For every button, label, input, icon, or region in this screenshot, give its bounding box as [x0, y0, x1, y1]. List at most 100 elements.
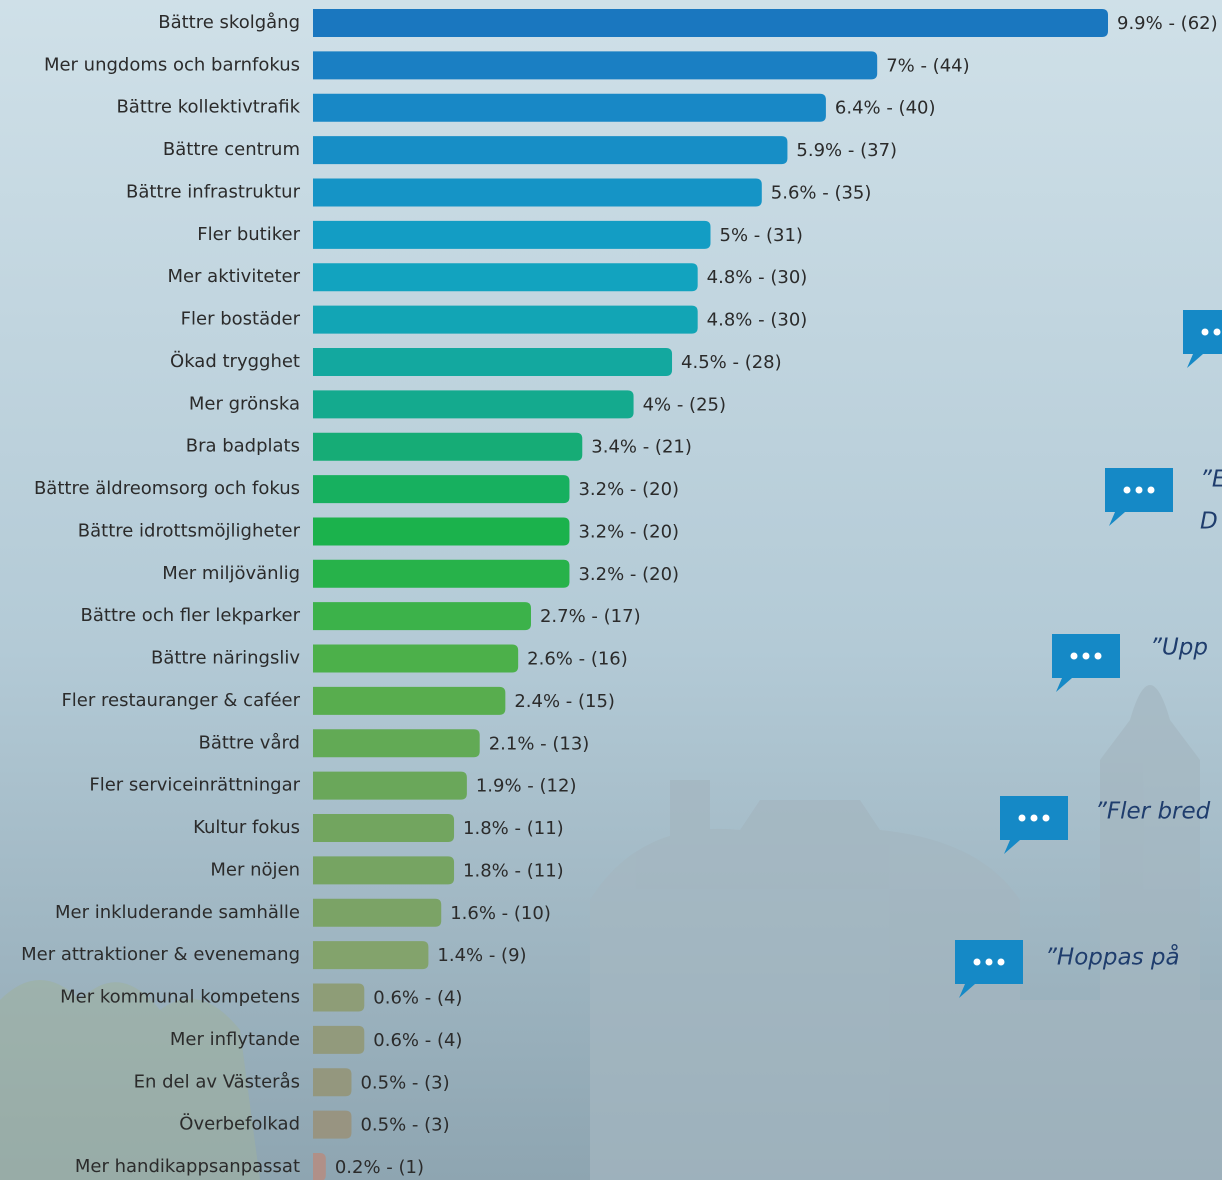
value-label: 3.4% - (21) — [591, 437, 692, 458]
quote-text: ”E — [1200, 467, 1222, 493]
value-label: 5.6% - (35) — [771, 182, 872, 203]
bar — [313, 941, 429, 970]
bar — [313, 559, 570, 588]
category-label: Mer grönska — [189, 393, 300, 414]
bar — [313, 644, 519, 673]
value-label: 1.4% - (9) — [437, 945, 526, 966]
bubble-dot — [985, 958, 993, 966]
quote-text: ”Upp — [1150, 635, 1208, 661]
category-label: Fler bostäder — [181, 309, 301, 330]
bar — [313, 1110, 352, 1139]
bubble-dot — [1070, 652, 1078, 660]
category-label: Bättre vård — [199, 732, 301, 753]
quote-icons — [955, 310, 1222, 998]
bubble — [1183, 310, 1222, 368]
bubble-dot — [1147, 486, 1155, 494]
value-label: 1.8% - (11) — [463, 818, 564, 839]
value-label: 6.4% - (40) — [835, 98, 936, 119]
bubble-dot — [1042, 814, 1050, 822]
bar — [313, 686, 506, 715]
bar — [313, 856, 455, 885]
value-label: 1.8% - (11) — [463, 860, 564, 881]
quote-icon — [1105, 468, 1173, 526]
bar — [313, 136, 788, 165]
bubble-dot — [997, 958, 1005, 966]
quote-icon — [1052, 634, 1120, 692]
quote-icon — [955, 940, 1023, 998]
plot: Bättre skolgång 9.9% - (62) Mer ungdoms oc… — [21, 9, 1222, 1180]
value-label: 3.2% - (20) — [578, 521, 679, 542]
value-label: 1.9% - (12) — [476, 776, 577, 797]
bar — [313, 1025, 365, 1054]
bubble-dot — [1135, 486, 1143, 494]
value-label: 0.6% - (4) — [373, 1030, 462, 1051]
quote-icon — [1183, 310, 1222, 368]
value-label: 0.5% - (3) — [360, 1115, 449, 1136]
value-label: 4.5% - (28) — [681, 352, 782, 373]
bar — [313, 220, 711, 249]
quote-text: ”Fler bred — [1095, 799, 1211, 825]
category-label: Mer handikappsanpassat — [75, 1156, 300, 1177]
bar — [313, 347, 673, 376]
category-label: Mer inflytande — [170, 1029, 300, 1050]
category-label: Mer miljövänlig — [162, 563, 300, 584]
category-label: Mer kommunal kompetens — [60, 987, 300, 1008]
bubble — [1105, 468, 1173, 526]
category-label: Bättre skolgång — [158, 12, 300, 33]
bar — [313, 898, 442, 927]
bubble-dot — [1018, 814, 1026, 822]
category-label: Bättre infrastruktur — [126, 181, 301, 202]
category-label: En del av Västerås — [134, 1071, 300, 1092]
bar — [313, 263, 698, 292]
bar — [313, 602, 531, 631]
value-label: 2.4% - (15) — [514, 691, 615, 712]
value-label: 3.2% - (20) — [578, 564, 679, 585]
bar — [313, 771, 467, 800]
category-label: Bättre kollektivtrafik — [116, 97, 300, 118]
bubble-dot — [1123, 486, 1131, 494]
bubble-dot — [1030, 814, 1038, 822]
bubble-dot — [973, 958, 981, 966]
bubble-dot — [1082, 652, 1090, 660]
category-label: Ökad trygghet — [170, 350, 300, 372]
bubble-dot — [1094, 652, 1102, 660]
value-label: 9.9% - (62) — [1117, 13, 1218, 34]
bubble — [1052, 634, 1120, 692]
category-label: Fler restauranger & caféer — [61, 690, 300, 711]
category-label: Bättre idrottsmöjligheter — [78, 520, 301, 541]
bar — [313, 9, 1108, 37]
value-label: 3.2% - (20) — [578, 479, 679, 500]
trees — [0, 980, 260, 1180]
value-label: 4.8% - (30) — [707, 267, 808, 288]
value-label: 7% - (44) — [886, 55, 969, 76]
value-label: 0.6% - (4) — [373, 988, 462, 1009]
quote-icon — [1000, 796, 1068, 854]
bubble-dot — [1201, 328, 1209, 336]
bubble — [955, 940, 1023, 998]
category-label: Kultur fokus — [193, 817, 300, 838]
category-label: Mer inkluderande samhälle — [55, 902, 300, 923]
bar — [313, 51, 878, 80]
category-label: Bättre näringsliv — [151, 648, 300, 669]
value-label: 2.1% - (13) — [489, 733, 590, 754]
bar — [313, 1152, 326, 1180]
bar — [313, 814, 455, 843]
bar — [313, 390, 634, 419]
bar — [313, 517, 570, 546]
category-label: Bra badplats — [186, 436, 300, 457]
value-label: 1.6% - (10) — [450, 903, 551, 924]
value-label: 0.2% - (1) — [335, 1157, 424, 1178]
bubble-dot — [1213, 328, 1221, 336]
value-label: 5% - (31) — [720, 225, 803, 246]
category-label: Fler butiker — [197, 224, 300, 245]
category-label: Mer attraktioner & evenemang — [21, 944, 300, 965]
bar — [313, 305, 698, 334]
value-label: 2.7% - (17) — [540, 606, 641, 627]
bar — [313, 178, 762, 207]
bar — [313, 432, 583, 461]
quote-text: D — [1200, 509, 1218, 535]
category-label: Fler serviceinrättningar — [89, 775, 300, 796]
category-label: Bättre och fler lekparker — [81, 605, 301, 626]
bar — [313, 1068, 352, 1097]
